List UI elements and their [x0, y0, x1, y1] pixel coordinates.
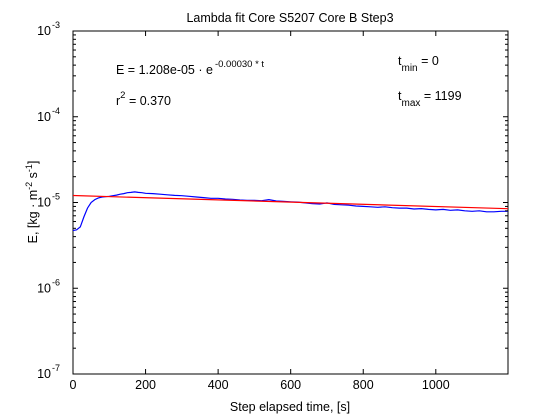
- r-squared-base: r: [116, 94, 120, 108]
- t-min-label: tmin = 0: [398, 54, 439, 74]
- y-tick-label-exponent: -3: [52, 20, 60, 30]
- fit-equation-exponent: -0.00030 * t: [215, 59, 264, 70]
- y-tick-label-exponent: -7: [52, 363, 60, 373]
- fit-series-line: [72, 194, 509, 210]
- y-axis-label-mid: s: [26, 172, 40, 182]
- t-min-base: t: [398, 54, 402, 68]
- measured-series-line: [72, 191, 508, 232]
- y-tick-label-exponent: -4: [52, 106, 60, 116]
- y-tick-label-exponent: -6: [52, 277, 60, 287]
- r-squared-value: = 0.370: [125, 94, 171, 108]
- y-axis-label-main: E, [kg · m: [26, 190, 40, 243]
- t-max-label: tmax = 1199: [398, 89, 462, 109]
- tick-layer: [72, 30, 508, 375]
- y-tick-label: 10: [37, 196, 51, 210]
- y-axis-label-end: ]: [26, 161, 40, 164]
- x-tick-label: 800: [353, 378, 374, 392]
- t-max-value: = 1199: [420, 89, 461, 103]
- fit-equation-prefix: E = 1.208e-05 · e: [116, 63, 213, 77]
- y-tick-label: 10: [37, 24, 51, 38]
- r-squared: r2 = 0.370: [116, 90, 171, 108]
- x-tick-label: 400: [208, 378, 229, 392]
- t-min-sub: min: [401, 63, 417, 74]
- t-max-base: t: [398, 89, 402, 103]
- x-tick-label: 200: [135, 378, 156, 392]
- y-tick-label: 10: [37, 367, 51, 381]
- x-tick-labels: 0 200 400 600 800 1000: [70, 378, 450, 392]
- x-axis-label: Step elapsed time, [s]: [230, 400, 350, 414]
- t-min-value: = 0: [418, 54, 439, 68]
- y-axis-label-exp2: -1: [24, 164, 34, 172]
- y-tick-labels: 10-710-610-510-410-3: [37, 20, 60, 381]
- y-axis-label-exp1: -2: [24, 182, 34, 190]
- x-tick-label: 1000: [422, 378, 450, 392]
- y-tick-label: 10: [37, 110, 51, 124]
- x-tick-label: 0: [70, 378, 77, 392]
- chart-title: Lambda fit Core S5207 Core B Step3: [186, 11, 393, 25]
- plot-area: [72, 30, 509, 375]
- series-layer: [72, 191, 509, 232]
- y-axis-label: E, [kg · m-2 s-1]: [24, 161, 40, 244]
- y-tick-label: 10: [37, 281, 51, 295]
- y-tick-label-exponent: -5: [52, 192, 60, 202]
- r-squared-exp: 2: [120, 90, 125, 101]
- fit-equation: E = 1.208e-05 · e -0.00030 * t: [116, 59, 264, 77]
- t-max-sub: max: [401, 98, 420, 109]
- x-tick-label: 600: [280, 378, 301, 392]
